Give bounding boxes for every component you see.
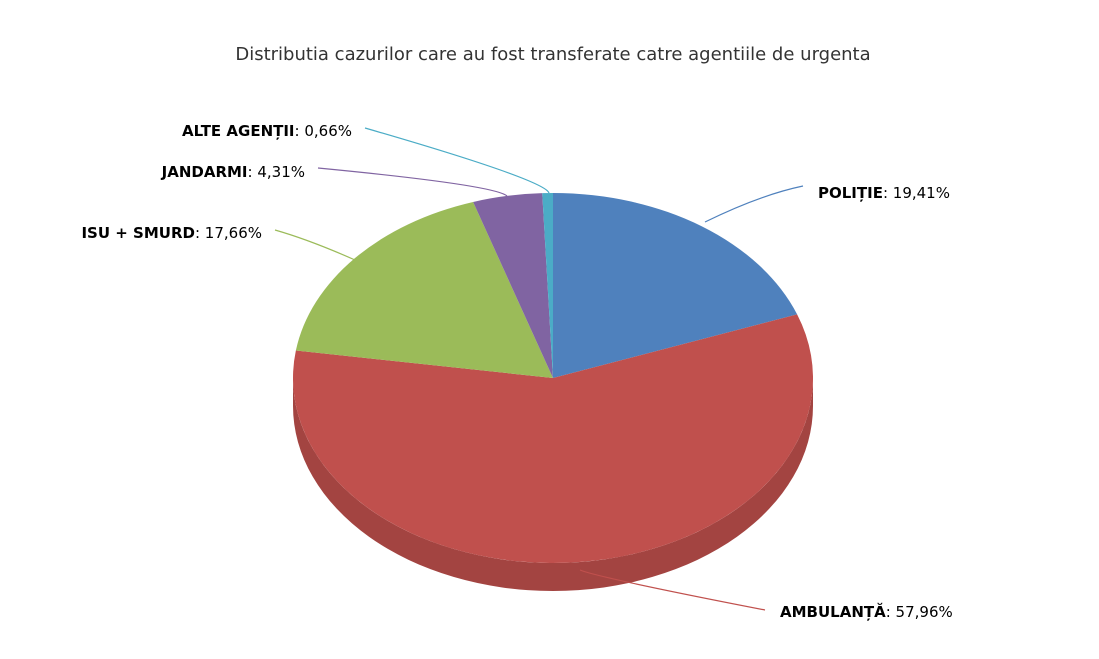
leader-line: [317, 167, 508, 197]
label-separator: :: [195, 224, 205, 242]
data-label: AMBULANȚĂ: 57,96%: [780, 602, 953, 621]
label-value: 17,66%: [205, 224, 262, 242]
leader-line: [579, 569, 766, 611]
label-category: POLIȚIE: [818, 184, 883, 202]
label-value: 4,31%: [257, 163, 305, 181]
leader-line: [274, 229, 356, 261]
label-separator: :: [248, 163, 258, 181]
label-category: AMBULANȚĂ: [780, 602, 886, 621]
label-category: ISU + SMURD: [81, 224, 195, 242]
slice: [553, 193, 798, 378]
slice: [292, 314, 813, 564]
label-value: 0,66%: [304, 122, 352, 140]
data-label: POLIȚIE: 19,41%: [818, 184, 950, 202]
label-category: JANDARMI: [161, 163, 248, 181]
data-label: ISU + SMURD: 17,66%: [81, 224, 262, 242]
data-label: JANDARMI: 4,31%: [161, 163, 305, 181]
label-value: 19,41%: [893, 184, 950, 202]
leader-line: [364, 127, 550, 194]
leader-line: [704, 185, 804, 223]
label-category: ALTE AGENȚII: [182, 122, 295, 140]
label-separator: :: [886, 603, 896, 621]
label-value: 57,96%: [896, 603, 953, 621]
chart-title: Distributia cazurilor care au fost trans…: [235, 44, 870, 65]
slice: [295, 201, 553, 378]
label-separator: :: [883, 184, 893, 202]
label-separator: :: [295, 122, 305, 140]
slice: [473, 193, 553, 378]
slice: [542, 193, 553, 378]
data-label: ALTE AGENȚII: 0,66%: [182, 122, 352, 140]
